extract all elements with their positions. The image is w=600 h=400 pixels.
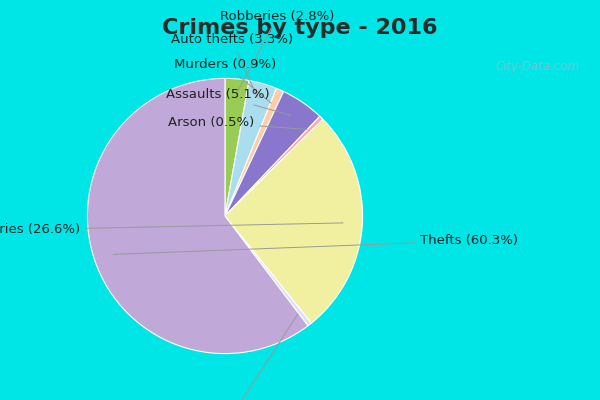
Wedge shape [225,80,277,216]
Text: Robberies (2.8%): Robberies (2.8%) [220,10,334,93]
Text: Assaults (5.1%): Assaults (5.1%) [166,88,291,115]
Text: Murders (0.9%): Murders (0.9%) [174,58,276,103]
Wedge shape [225,92,320,216]
Text: Burglaries (26.6%): Burglaries (26.6%) [0,223,343,236]
Text: Auto thefts (3.3%): Auto thefts (3.3%) [171,33,293,97]
Wedge shape [225,78,249,216]
Wedge shape [225,119,362,323]
Text: Arson (0.5%): Arson (0.5%) [168,116,307,129]
Wedge shape [225,88,284,216]
Text: Rapes (0.5%): Rapes (0.5%) [188,314,298,400]
Text: City-Data.com: City-Data.com [495,60,579,74]
Wedge shape [88,78,308,354]
Wedge shape [225,216,311,326]
Wedge shape [225,116,323,216]
Text: Crimes by type - 2016: Crimes by type - 2016 [162,18,438,38]
Text: Thefts (60.3%): Thefts (60.3%) [113,234,518,254]
